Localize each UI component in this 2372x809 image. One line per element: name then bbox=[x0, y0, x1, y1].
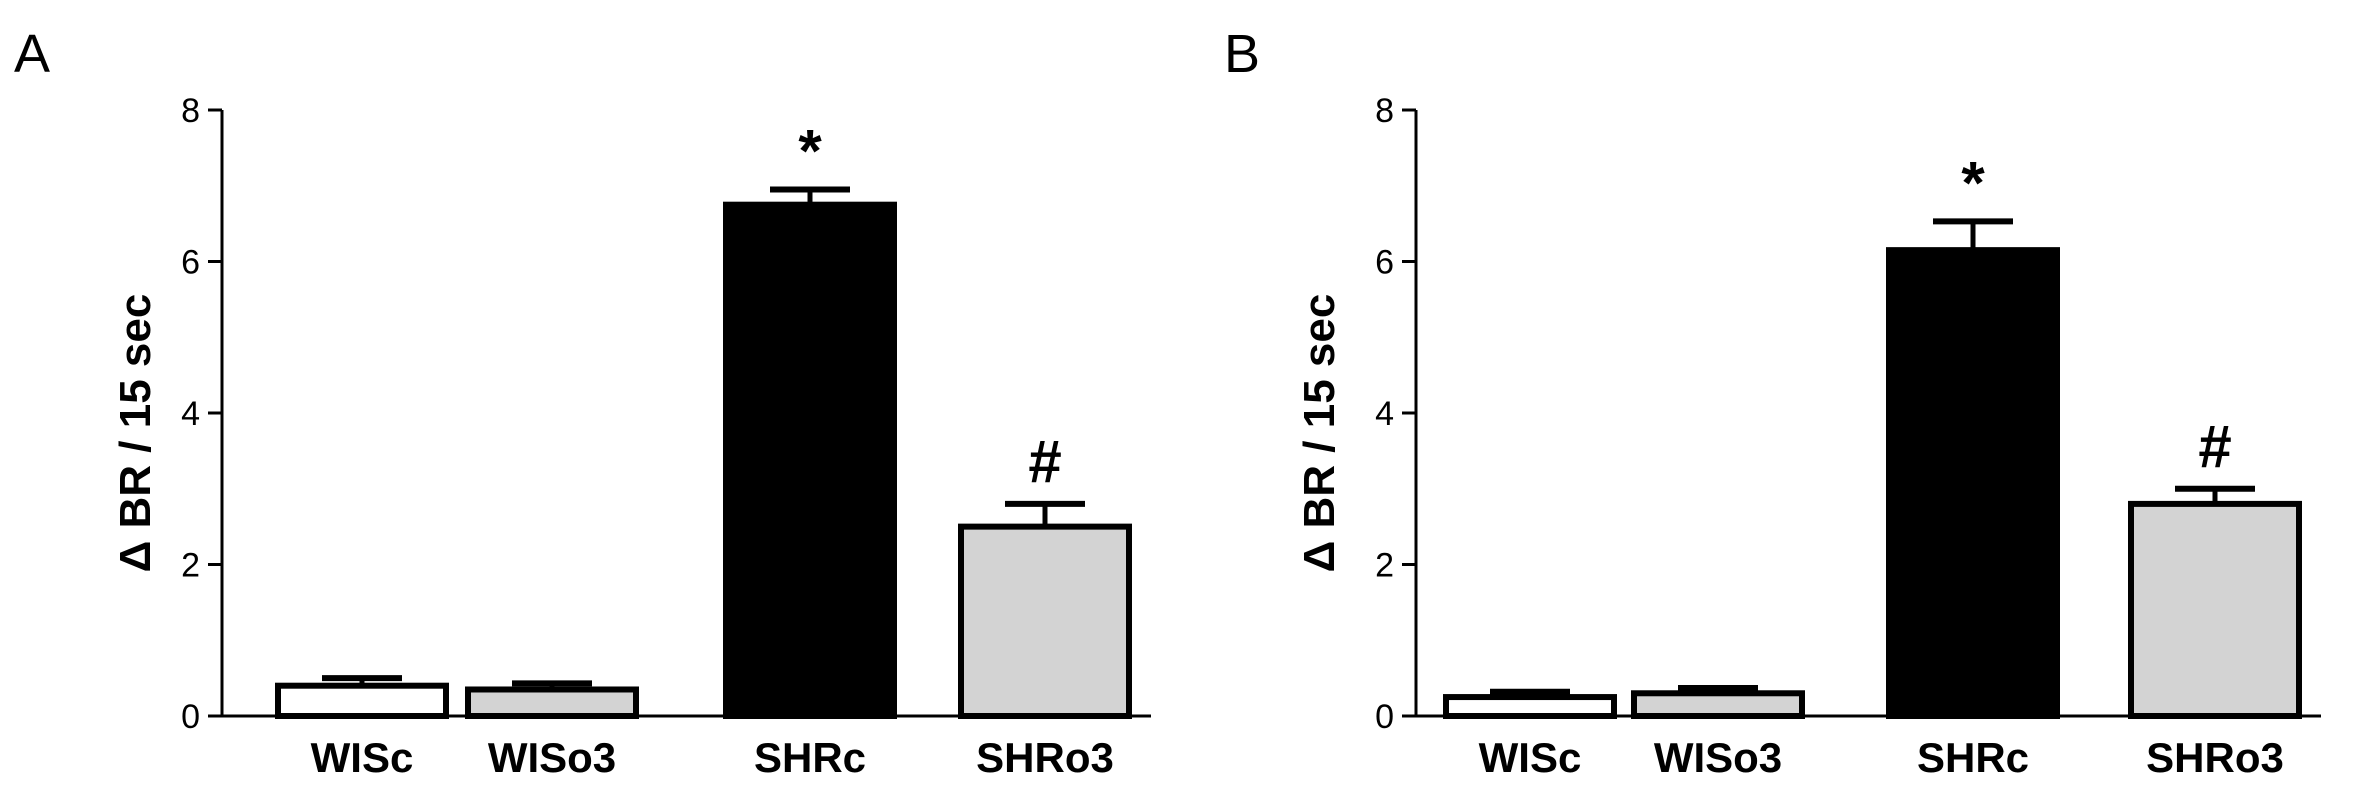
y-axis-title: Δ BR / 15 sec bbox=[111, 294, 160, 573]
y-tick-label: 2 bbox=[1375, 547, 1394, 585]
chart-panel-b: B 0 2 4 6 8 Δ BR / 15 sec WISc WISo3 * SHRc # SHRo3 bbox=[1224, 24, 2321, 781]
y-tick-label: 0 bbox=[1375, 698, 1394, 736]
bar-shro3 bbox=[2128, 500, 2302, 719]
significance-asterisk: * bbox=[798, 118, 822, 185]
x-category-label: WISo3 bbox=[488, 734, 616, 781]
x-category-label: WISo3 bbox=[1654, 734, 1782, 781]
y-axis-title: Δ BR / 15 sec bbox=[1295, 294, 1344, 573]
y-tick-label: 4 bbox=[1375, 395, 1394, 433]
y-tick-label: 6 bbox=[181, 244, 200, 282]
significance-asterisk: * bbox=[1961, 149, 1985, 216]
bar-shrc bbox=[1886, 247, 2060, 719]
x-category-label: SHRo3 bbox=[976, 734, 1114, 781]
bar-wiso3 bbox=[1631, 690, 1805, 720]
y-tick-label: 4 bbox=[181, 395, 200, 433]
significance-hash: # bbox=[2198, 413, 2231, 480]
x-category-label: WISc bbox=[1479, 734, 1582, 781]
bar-shrc bbox=[723, 201, 897, 719]
significance-hash: # bbox=[1028, 428, 1061, 495]
bar-shro3 bbox=[958, 523, 1132, 719]
y-tick-label: 8 bbox=[181, 92, 200, 130]
y-tick-label: 0 bbox=[181, 698, 200, 736]
chart-panel-a: A 0 2 4 6 8 Δ BR / 15 sec WISc WISo3 * SHRc # SHRo3 bbox=[14, 24, 1151, 781]
y-tick-label: 6 bbox=[1375, 244, 1394, 282]
x-category-label: WISc bbox=[311, 734, 414, 781]
x-category-label: SHRo3 bbox=[2146, 734, 2284, 781]
y-tick-label: 8 bbox=[1375, 92, 1394, 130]
panel-label: B bbox=[1224, 24, 1260, 84]
bar-wiso3 bbox=[465, 686, 639, 719]
bar-wisc bbox=[275, 682, 449, 720]
x-category-label: SHRc bbox=[754, 734, 866, 781]
y-tick-label: 2 bbox=[181, 547, 200, 585]
panel-label: A bbox=[14, 24, 50, 84]
x-category-label: SHRc bbox=[1917, 734, 2029, 781]
bar-wisc bbox=[1443, 694, 1617, 719]
